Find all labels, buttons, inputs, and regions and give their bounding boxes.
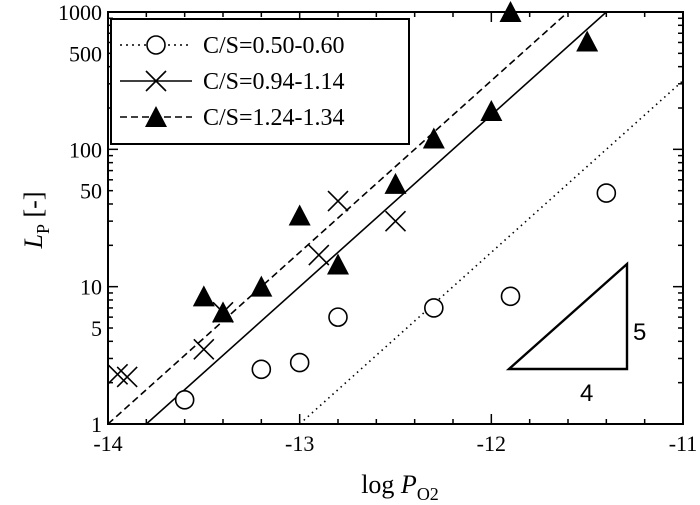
slope-triangle xyxy=(505,261,629,371)
y-axis-title-unit: [-] xyxy=(19,192,48,224)
legend-marker-circle xyxy=(146,35,166,55)
data-point-cross xyxy=(327,190,349,212)
data-point-triangle xyxy=(288,204,311,226)
x-axis-title-var: P xyxy=(400,470,417,499)
y-tick-label: 10 xyxy=(80,275,102,300)
x-tick-label: -11 xyxy=(669,431,698,456)
fit-line-solid xyxy=(145,12,608,424)
slope-indicator: 5 4 xyxy=(505,261,646,407)
x-tick-label: -14 xyxy=(93,431,122,456)
data-point-triangle xyxy=(250,275,273,297)
data-point-triangle xyxy=(576,30,599,52)
data-point-cross xyxy=(116,366,138,388)
legend-label-3: C/S=1.24-1.34 xyxy=(203,105,345,131)
data-point-cross xyxy=(384,210,407,232)
plot-area: -14 -13 -12 -11 1 5 10 50 100 500 1000 xyxy=(58,0,697,456)
y-tick-label: 1000 xyxy=(58,0,102,25)
x-tick-label: -13 xyxy=(285,431,314,456)
x-axis-title: log PO2 xyxy=(361,470,439,504)
y-axis-title-var: L xyxy=(19,234,48,249)
x-tick-label: -12 xyxy=(477,431,506,456)
legend-marker-triangle xyxy=(145,106,167,127)
legend-marker-cross xyxy=(145,70,167,92)
x-axis-title-sub: O2 xyxy=(417,484,439,504)
slope-rise-label: 5 xyxy=(633,319,646,346)
data-point-triangle xyxy=(422,127,445,149)
x-axis-title-main: log xyxy=(361,470,401,499)
data-point-cross xyxy=(193,338,215,360)
y-axis-title: LP [-] xyxy=(19,192,53,250)
data-point-triangle xyxy=(192,285,215,307)
data-point-circle xyxy=(174,390,195,410)
legend-entry-1: C/S=0.50-0.60 xyxy=(120,33,345,59)
legend-entry-2: C/S=0.94-1.14 xyxy=(120,69,345,95)
data-point-triangle xyxy=(212,301,234,323)
legend-label-1: C/S=0.50-0.60 xyxy=(203,33,345,59)
data-point-circle xyxy=(500,286,521,307)
legend-entry-3: C/S=1.24-1.34 xyxy=(120,105,345,131)
y-tick-label: 100 xyxy=(69,137,102,162)
data-point-triangle xyxy=(480,100,503,122)
data-point-circle xyxy=(328,307,348,327)
data-point-circle xyxy=(424,298,444,318)
y-axis-title-sub: P xyxy=(33,224,53,234)
data-point-triangle xyxy=(384,172,407,194)
data-point-triangle xyxy=(327,253,349,275)
legend: C/S=0.50-0.60 C/S=0.94-1.14 C/S=1.24-1.3… xyxy=(110,18,410,145)
fit-line-dashed xyxy=(108,12,570,424)
data-point-cross xyxy=(308,244,330,266)
plot-frame xyxy=(107,11,684,425)
y-tick-label: 5 xyxy=(91,316,102,341)
slope-run-label: 4 xyxy=(580,380,593,407)
y-tick-label: 500 xyxy=(69,41,102,66)
y-tick-label: 50 xyxy=(80,179,102,204)
legend-label-2: C/S=0.94-1.14 xyxy=(203,69,345,95)
data-point-circle xyxy=(251,359,272,380)
data-point-circle xyxy=(289,352,310,373)
data-point-circle xyxy=(596,183,617,203)
y-tick-label: 1 xyxy=(91,412,102,437)
